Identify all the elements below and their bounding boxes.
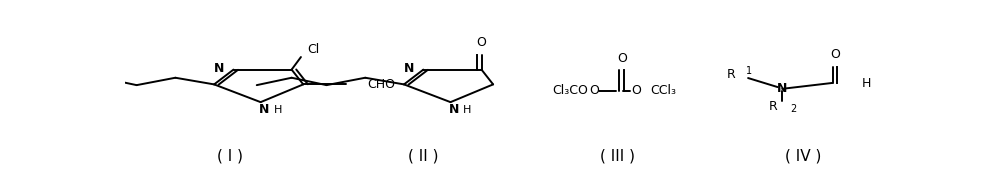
Text: 2: 2 xyxy=(790,104,796,114)
Text: ( II ): ( II ) xyxy=(408,149,439,164)
Text: N: N xyxy=(777,82,787,95)
Text: R: R xyxy=(769,100,778,113)
Text: N: N xyxy=(449,103,460,116)
Text: O: O xyxy=(617,52,627,65)
Text: O: O xyxy=(631,84,641,97)
Text: H: H xyxy=(862,77,871,90)
Text: N: N xyxy=(259,103,270,116)
Text: 1: 1 xyxy=(746,66,752,76)
Text: O: O xyxy=(477,36,486,49)
Text: Cl₃CO: Cl₃CO xyxy=(552,84,588,97)
Text: ( III ): ( III ) xyxy=(600,149,635,164)
Text: O: O xyxy=(589,84,599,97)
Text: ( I ): ( I ) xyxy=(217,149,243,164)
Text: O: O xyxy=(830,48,840,61)
Text: H: H xyxy=(273,105,282,115)
Text: ( IV ): ( IV ) xyxy=(785,149,821,164)
Text: Cl: Cl xyxy=(307,43,319,55)
Text: CHO: CHO xyxy=(368,78,396,91)
Text: N: N xyxy=(214,62,224,75)
Text: CCl₃: CCl₃ xyxy=(651,84,677,97)
Text: R: R xyxy=(727,68,736,81)
Text: N: N xyxy=(404,62,414,75)
Text: H: H xyxy=(463,105,472,115)
